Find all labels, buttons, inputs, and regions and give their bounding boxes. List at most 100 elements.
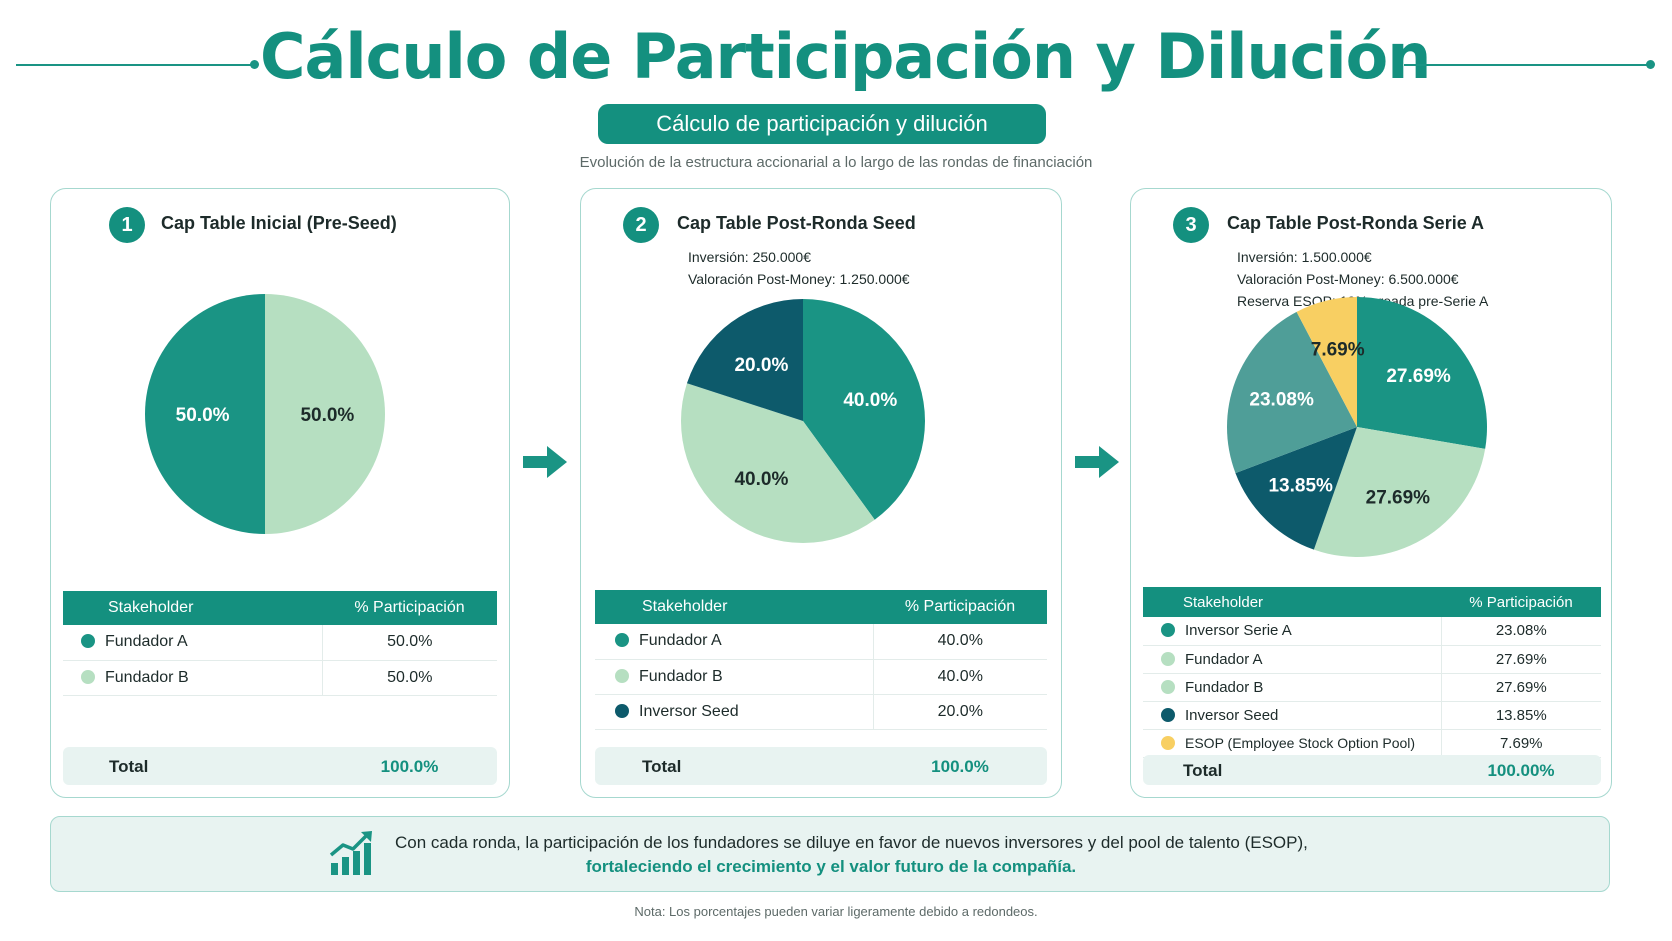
pie-chart-seed: 40.0% 40.0% 20.0% bbox=[681, 299, 925, 543]
table-row: Fundador B 40.0% bbox=[595, 659, 1047, 695]
table-row: Fundador A 50.0% bbox=[63, 625, 497, 661]
slice-value-label: 50.0% bbox=[176, 405, 230, 426]
summary-box: Con cada ronda, la participación de los … bbox=[50, 816, 1610, 892]
pie-slice-inversor-seed bbox=[686, 299, 803, 421]
summary-highlight: fortaleciendo el crecimiento y el valor … bbox=[585, 857, 1077, 876]
legend-dot bbox=[1161, 679, 1175, 694]
stakeholder-name: Inversor Seed bbox=[1185, 706, 1279, 724]
table-row: Inversor Seed 13.85% bbox=[1143, 701, 1601, 730]
description-text: Evolución de la estructura accionarial a… bbox=[579, 154, 1093, 171]
slice-value-label: 27.69% bbox=[1386, 366, 1451, 387]
total-row: Total 100.0% bbox=[595, 747, 1047, 785]
stakeholder-cell: Fundador B bbox=[595, 659, 874, 695]
table-row: ESOP (Employee Stock Option Pool) 7.69% bbox=[1143, 729, 1601, 758]
arrow-right-icon bbox=[523, 446, 567, 478]
stakeholder-name: Inversor Seed bbox=[639, 702, 739, 720]
percentage-cell: 13.85% bbox=[1441, 701, 1601, 730]
total-label: Total bbox=[642, 757, 682, 776]
column-header-stakeholder: Stakeholder bbox=[595, 590, 873, 624]
cap-table-card-seed: 2 Cap Table Post-Ronda Seed Inversión: 2… bbox=[580, 188, 1062, 798]
legend-dot bbox=[1161, 736, 1175, 750]
arrow-right-icon bbox=[1075, 446, 1119, 478]
legend-dot bbox=[81, 669, 95, 684]
title-dot-left bbox=[250, 60, 259, 69]
title-dot-right bbox=[1646, 60, 1655, 69]
column-header-stakeholder: Stakeholder bbox=[1143, 587, 1441, 617]
slice-value-label: 13.85% bbox=[1268, 476, 1333, 497]
total-value: 100.0% bbox=[380, 757, 439, 776]
pie-slice-inversor-serie-a bbox=[1227, 311, 1357, 474]
pie-slice-fundador-a bbox=[145, 294, 265, 534]
pie-slice-fundador-a bbox=[1357, 297, 1487, 449]
title-line-right bbox=[1404, 64, 1650, 66]
stakeholder-cell: Inversor Seed bbox=[1143, 701, 1442, 730]
card-title: Cap Table Post-Ronda Serie A bbox=[1227, 213, 1485, 233]
percentage-cell: 40.0% bbox=[873, 624, 1047, 660]
legend-dot bbox=[81, 634, 95, 649]
card-title: Cap Table Inicial (Pre-Seed) bbox=[161, 213, 397, 233]
percentage-cell: 50.0% bbox=[322, 660, 497, 696]
pie-slice-esop-employee-stock-option-pool bbox=[1296, 297, 1357, 427]
table-row: Inversor Seed 20.0% bbox=[595, 694, 1047, 730]
slice-value-label: 40.0% bbox=[843, 390, 897, 411]
pie-chart-serie-a: 27.69% 27.69% 13.85% 23.08% 7.69% bbox=[1227, 297, 1487, 557]
valuation-info: Valoración Post-Money: 1.250.000€ bbox=[688, 271, 910, 287]
column-header-participacion: % Participación bbox=[1441, 587, 1601, 617]
investment-info: Inversión: 250.000€ bbox=[688, 249, 811, 265]
step-number-badge: 3 bbox=[1173, 207, 1209, 243]
slice-value-label: 50.0% bbox=[300, 405, 354, 426]
total-label: Total bbox=[109, 757, 149, 776]
cap-table-serie-a: Stakeholder % Participación Inversor Ser… bbox=[1143, 587, 1601, 758]
stakeholder-name: Inversor Serie A bbox=[1185, 622, 1292, 640]
valuation-info: Valoración Post-Money: 6.500.000€ bbox=[1237, 271, 1459, 287]
cap-table-card-pre-seed: 1 Cap Table Inicial (Pre-Seed) 50.0% 50.0… bbox=[50, 188, 510, 798]
stakeholder-name: ESOP (Employee Stock Option Pool) bbox=[1185, 735, 1416, 751]
stakeholder-name: Fundador B bbox=[639, 667, 723, 685]
legend-dot bbox=[615, 703, 629, 718]
step-number-badge: 2 bbox=[623, 207, 659, 243]
percentage-cell: 50.0% bbox=[322, 625, 497, 661]
total-label: Total bbox=[1183, 761, 1223, 780]
pie-slice-fundador-b bbox=[265, 294, 385, 534]
cap-table-pre-seed: Stakeholder % Participación Fundador A 5… bbox=[63, 591, 497, 696]
table-row: Fundador A 27.69% bbox=[1143, 645, 1601, 674]
cap-table-seed: Stakeholder % Participación Fundador A 4… bbox=[595, 590, 1047, 730]
percentage-cell: 40.0% bbox=[873, 659, 1047, 695]
table-row: Inversor Serie A 23.08% bbox=[1143, 617, 1601, 646]
stakeholder-name: Fundador A bbox=[1185, 650, 1263, 668]
investment-info: Inversión: 1.500.000€ bbox=[1237, 249, 1372, 265]
stakeholder-cell: Fundador A bbox=[1143, 645, 1442, 674]
percentage-cell: 20.0% bbox=[873, 694, 1047, 730]
stakeholder-cell: Fundador B bbox=[1143, 673, 1442, 702]
growth-chart-icon bbox=[329, 831, 372, 875]
footnote: Nota: Los porcentajes pueden variar lige… bbox=[634, 904, 1038, 919]
table-row: Fundador B 50.0% bbox=[63, 660, 497, 696]
cap-table-card-serie-a: 3 Cap Table Post-Ronda Serie A Inversión… bbox=[1130, 188, 1612, 798]
title-row: Cálculo de Participación y Dilución bbox=[0, 18, 1672, 93]
legend-dot bbox=[615, 633, 629, 648]
stakeholder-name: Fundador B bbox=[105, 668, 189, 686]
stakeholder-cell: Fundador A bbox=[63, 625, 323, 661]
pie-slice-inversor-seed bbox=[1235, 427, 1357, 550]
percentage-cell: 23.08% bbox=[1441, 617, 1601, 646]
step-number-badge: 1 bbox=[109, 207, 145, 243]
pie-slice-fundador-b bbox=[681, 383, 875, 543]
subtitle-badge: Cálculo de participación y dilución bbox=[598, 104, 1046, 144]
pie-chart-pre-seed: 50.0% 50.0% bbox=[145, 294, 385, 534]
slice-value-label: 20.0% bbox=[734, 355, 788, 376]
stakeholder-cell: Inversor Serie A bbox=[1143, 617, 1442, 646]
stakeholder-cell: Inversor Seed bbox=[595, 694, 874, 730]
summary-text: Con cada ronda, la participación de los … bbox=[395, 833, 1308, 852]
slice-value-label: 27.69% bbox=[1366, 487, 1431, 508]
legend-dot bbox=[1161, 651, 1175, 666]
stakeholder-name: Fundador B bbox=[1185, 678, 1264, 696]
total-row: Total 100.0% bbox=[63, 747, 497, 785]
stakeholder-cell: ESOP (Employee Stock Option Pool) bbox=[1143, 729, 1442, 758]
stakeholder-name: Fundador A bbox=[639, 632, 722, 650]
slice-value-label: 40.0% bbox=[734, 469, 788, 490]
column-header-participacion: % Participación bbox=[873, 590, 1047, 624]
column-header-participacion: % Participación bbox=[322, 591, 497, 625]
pie-slice-fundador-a bbox=[803, 299, 925, 520]
card-title: Cap Table Post-Ronda Seed bbox=[677, 213, 916, 233]
legend-dot bbox=[1161, 707, 1175, 722]
